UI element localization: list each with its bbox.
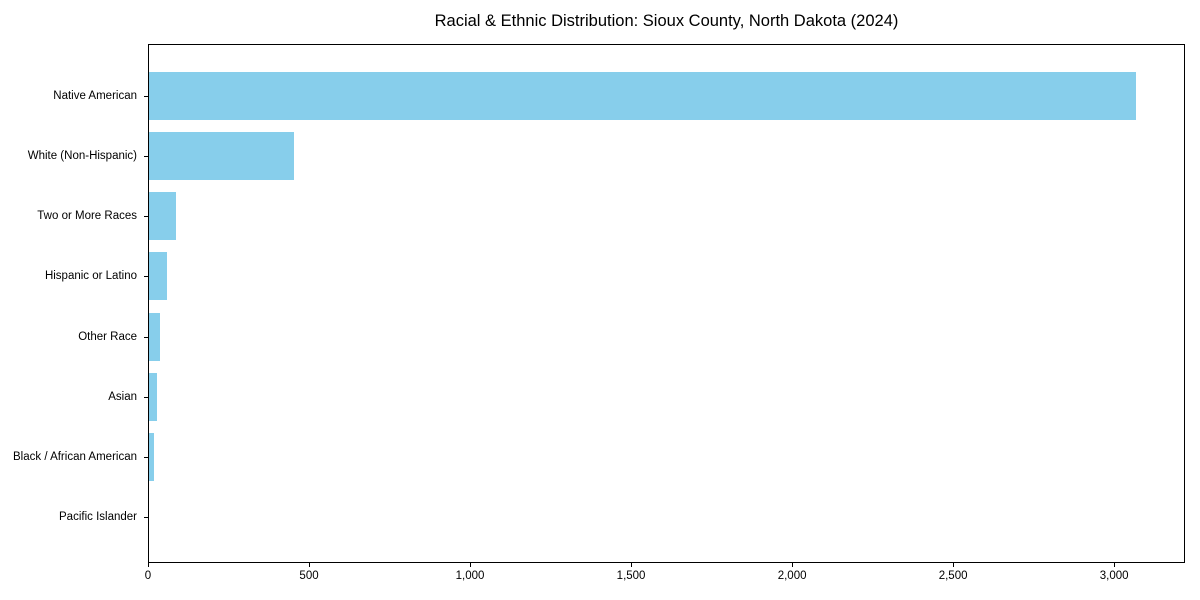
category-label: Black / African American	[13, 450, 137, 463]
bar	[149, 372, 158, 421]
category-label: Native American	[53, 90, 137, 103]
y-axis-tick-mark	[144, 156, 148, 158]
category-label: Hispanic or Latino	[44, 270, 137, 283]
bar	[149, 192, 177, 241]
bar-row: Pacific Islander	[59, 487, 1184, 547]
bar	[149, 72, 1136, 121]
plot-area: Native American White (Non-Hispanic) Two o…	[13, 44, 1185, 563]
x-axis-tick-mark	[792, 563, 794, 567]
bar	[149, 432, 154, 481]
x-axis-tick-mark	[631, 563, 633, 567]
bar-row: Black / African American	[13, 427, 1184, 487]
category-label: Other Race	[78, 330, 137, 343]
bar-row: Asian	[108, 367, 1184, 427]
bar	[149, 312, 160, 361]
bar	[149, 132, 294, 181]
x-axis-tick-label: 1,000	[455, 570, 485, 582]
x-axis-tick-mark	[148, 563, 149, 567]
x-axis-tick-label: 2,500	[938, 570, 968, 582]
x-axis-tick-mark	[1114, 563, 1116, 567]
x-axis-tick-mark	[309, 563, 311, 567]
x-axis-tick-label: 0	[144, 570, 152, 582]
bar-row: Native American	[53, 66, 1184, 126]
x-axis-tick-label: 1,500	[616, 570, 646, 582]
bar-row: Other Race	[78, 307, 1184, 367]
x-axis-tick-label: 500	[299, 570, 319, 582]
y-axis-tick-mark	[144, 96, 148, 98]
bar-row: Hispanic or Latino	[45, 246, 1184, 306]
y-axis-tick-mark	[144, 456, 148, 458]
x-axis-ticks: 0 500 1,000 1,500 2,000 2,500 3,000	[144, 563, 1185, 593]
bar-row: White (Non-Hispanic)	[28, 126, 1184, 186]
x-axis-tick-label: 3,000	[1099, 570, 1129, 582]
x-axis-tick-label: 2,000	[777, 570, 807, 582]
y-axis-tick-mark	[144, 276, 148, 278]
chart-title: Racial & Ethnic Distribution: Sioux Coun…	[434, 12, 899, 30]
category-label: Pacific Islander	[59, 510, 137, 523]
y-axis-tick-mark	[144, 216, 148, 218]
category-label: White (Non-Hispanic)	[27, 150, 137, 163]
y-axis-tick-mark	[144, 516, 148, 518]
x-axis-tick-mark	[470, 563, 472, 567]
x-axis-tick-mark	[953, 563, 955, 567]
bar	[149, 252, 167, 301]
category-label: Asian	[108, 390, 137, 403]
y-axis-tick-mark	[144, 396, 148, 398]
bar-row: Two or More Races	[37, 186, 1184, 246]
category-label: Two or More Races	[37, 210, 137, 223]
y-axis-tick-mark	[144, 336, 148, 338]
